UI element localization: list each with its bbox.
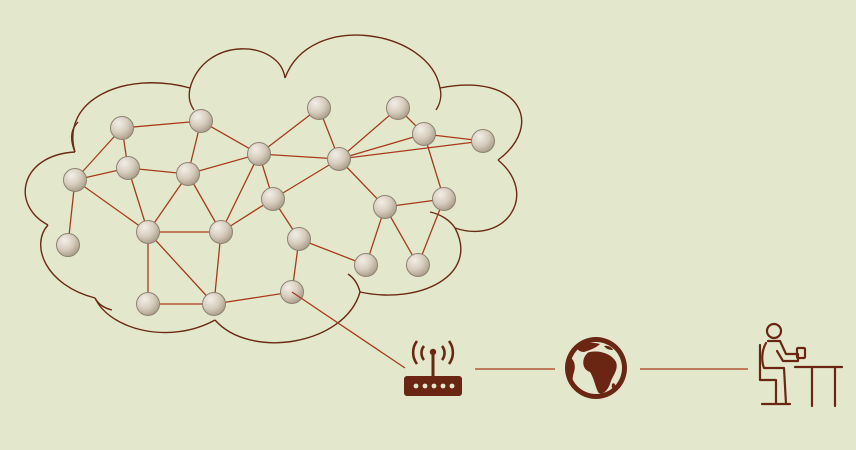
network-node (202, 292, 226, 316)
network-node (56, 233, 80, 257)
network-node (354, 253, 378, 277)
network-link (213, 291, 293, 305)
network-link (338, 140, 484, 160)
network-link (272, 158, 340, 200)
network-link (220, 153, 260, 233)
cloud-to-router-line (291, 291, 406, 369)
person-at-desk-icon (758, 322, 844, 408)
cloud-outline (24, 34, 523, 344)
network-node (327, 147, 351, 171)
network-link (74, 179, 149, 233)
connection-lines (291, 291, 748, 370)
network-node (189, 109, 213, 133)
network-nodes (56, 96, 495, 316)
network-node (471, 129, 495, 153)
network-node (176, 162, 200, 186)
network-node (432, 187, 456, 211)
network-node (261, 187, 285, 211)
network-link (147, 231, 215, 305)
network-node (386, 96, 410, 120)
wifi-router-icon (404, 340, 462, 396)
network-node (307, 96, 331, 120)
globe-icon (565, 337, 627, 399)
network-link (258, 107, 320, 155)
network-link (258, 153, 340, 160)
network-node (110, 116, 134, 140)
network-link (187, 153, 260, 175)
network-node (412, 122, 436, 146)
network-node (116, 156, 140, 180)
network-node (406, 253, 430, 277)
network-link (338, 133, 425, 160)
network-link (338, 107, 399, 160)
network-node (287, 227, 311, 251)
network-node (136, 220, 160, 244)
network-node (373, 195, 397, 219)
network-node (247, 142, 271, 166)
network-node (63, 168, 87, 192)
network-node (209, 220, 233, 244)
network-node (136, 292, 160, 316)
network-link (121, 120, 202, 129)
network-link (213, 231, 222, 305)
